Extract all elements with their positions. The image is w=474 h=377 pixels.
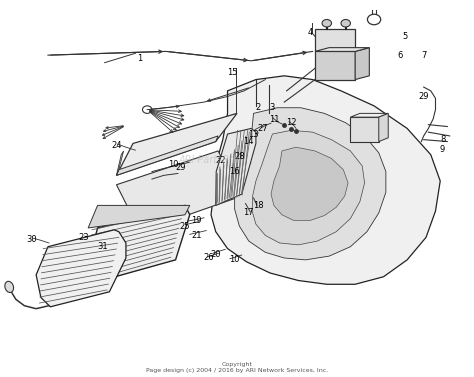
Text: 25: 25 [180,222,190,231]
Polygon shape [211,76,440,284]
Text: 20: 20 [210,250,221,259]
Text: 5: 5 [402,32,407,41]
Text: 24: 24 [111,141,122,150]
Polygon shape [315,29,355,51]
Text: ARI PartsPro: ARI PartsPro [179,155,239,166]
Polygon shape [350,113,388,117]
Text: 6: 6 [397,51,403,60]
Text: 30: 30 [26,235,36,244]
Text: 14: 14 [244,137,254,146]
Polygon shape [271,147,348,221]
Polygon shape [88,205,190,228]
Text: 23: 23 [78,233,89,242]
Polygon shape [379,113,388,141]
Text: 10: 10 [168,159,178,169]
Polygon shape [117,113,237,175]
Polygon shape [350,117,379,141]
Text: 17: 17 [244,208,254,218]
Polygon shape [216,129,256,205]
Polygon shape [235,108,386,260]
Text: 12: 12 [286,118,297,127]
Text: 1: 1 [137,54,143,63]
Text: 27: 27 [258,124,268,133]
Polygon shape [117,136,218,175]
Text: 22: 22 [215,156,226,165]
Text: 15: 15 [227,67,237,77]
Text: 11: 11 [270,115,280,124]
Polygon shape [315,51,355,80]
Text: 7: 7 [421,51,427,60]
Text: Copyright
Page design (c) 2004 / 2016 by ARI Network Services, Inc.: Copyright Page design (c) 2004 / 2016 by… [146,362,328,372]
Text: 21: 21 [191,231,202,240]
Ellipse shape [5,281,14,293]
Text: 19: 19 [191,216,202,225]
Text: 4: 4 [308,28,313,37]
Text: 13: 13 [248,130,259,138]
Text: 28: 28 [234,152,245,161]
Text: 3: 3 [270,103,275,112]
Text: 29: 29 [419,92,429,101]
Polygon shape [117,151,242,232]
Text: 29: 29 [175,163,185,172]
Text: 16: 16 [229,167,240,176]
Text: 9: 9 [440,144,445,153]
Polygon shape [355,48,369,80]
Polygon shape [315,48,369,51]
Polygon shape [86,205,190,284]
Text: 10: 10 [229,255,240,264]
Text: 8: 8 [440,135,445,144]
Text: 2: 2 [255,103,261,112]
Circle shape [341,20,350,27]
Polygon shape [252,130,365,245]
Circle shape [322,20,331,27]
Polygon shape [117,151,124,175]
Text: 26: 26 [203,253,214,262]
Text: 18: 18 [253,201,264,210]
Polygon shape [36,230,126,307]
Text: 31: 31 [97,242,108,251]
